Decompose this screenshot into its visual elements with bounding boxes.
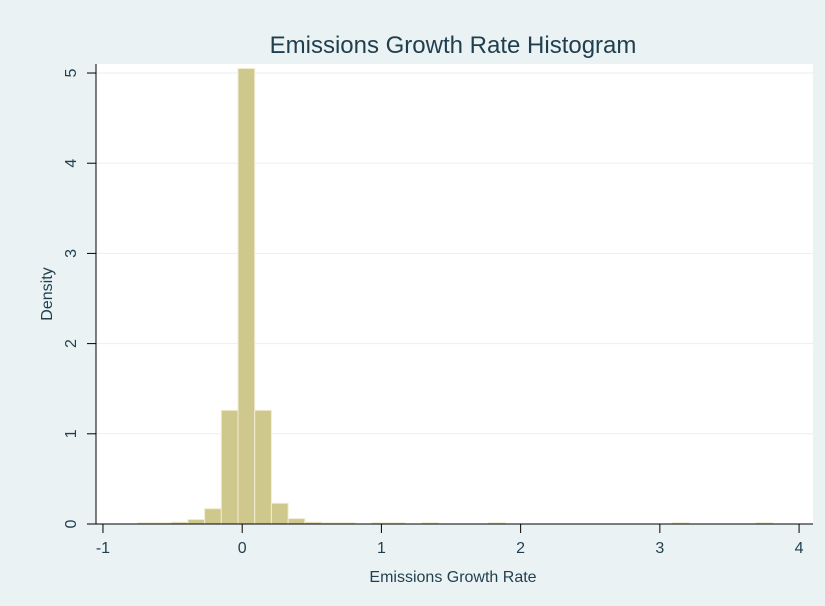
axes: -1 0 1 2 3 4 0 1 2 3 4 5	[63, 64, 813, 557]
y-tick-label-2: 2	[63, 339, 80, 348]
x-tick-label-3: 2	[516, 540, 525, 557]
histogram-bar-6	[237, 68, 256, 525]
x-tick-label-5: 4	[795, 540, 804, 557]
x-tick-label-2: 1	[377, 540, 386, 557]
y-axis-label: Density	[39, 267, 56, 320]
histogram-bar-8	[270, 502, 289, 525]
histogram-bar-3	[187, 518, 206, 525]
histogram-bar-7	[254, 409, 272, 525]
histogram-bar-4	[204, 508, 222, 525]
y-tick-label-1: 1	[63, 429, 80, 438]
histogram-bar-5	[220, 409, 239, 525]
chart-title: Emissions Growth Rate Histogram	[270, 32, 637, 59]
x-tick-label-0: -1	[96, 540, 110, 557]
grid-lines	[96, 72, 813, 435]
y-tick-label-3: 3	[63, 249, 80, 258]
y-tick-label-4: 4	[63, 159, 80, 168]
plot-background	[96, 64, 813, 524]
histogram-bars	[137, 68, 774, 525]
x-tick-label-4: 3	[655, 540, 664, 557]
y-tick-label-0: 0	[63, 519, 80, 528]
y-tick-label-5: 5	[63, 68, 80, 77]
x-tick-label-1: 0	[238, 540, 247, 557]
histogram-bar-9	[287, 518, 306, 525]
x-axis-label: Emissions Growth Rate	[369, 569, 536, 586]
